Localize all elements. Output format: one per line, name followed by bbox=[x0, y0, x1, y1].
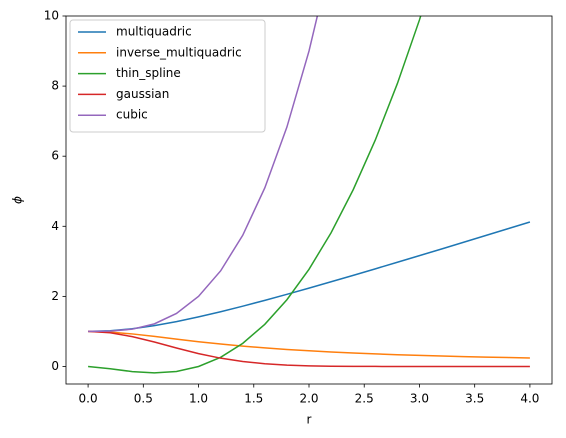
legend-label: inverse_multiquadric bbox=[116, 45, 242, 59]
line-series bbox=[88, 330, 530, 359]
legend-label: thin_spline bbox=[116, 66, 181, 80]
line-series bbox=[88, 16, 319, 333]
legend-label: gaussian bbox=[116, 87, 169, 101]
plot-area bbox=[88, 16, 531, 374]
y-tick-label: 6 bbox=[51, 149, 59, 163]
x-tick-label: 3.5 bbox=[465, 392, 484, 406]
x-tick-label: 0.0 bbox=[79, 392, 98, 406]
x-tick-label: 4.0 bbox=[520, 392, 539, 406]
x-tick-label: 3.0 bbox=[410, 392, 429, 406]
x-tick-label: 2.5 bbox=[355, 392, 374, 406]
x-axis-label: r bbox=[307, 413, 312, 427]
y-axis-label: ϕ bbox=[11, 196, 25, 204]
line-series bbox=[88, 16, 422, 374]
legend-box bbox=[69, 19, 266, 133]
y-tick-label: 4 bbox=[51, 219, 59, 233]
legend-label: multiquadric bbox=[116, 25, 192, 39]
legend-label: cubic bbox=[116, 108, 148, 122]
line-series bbox=[88, 221, 531, 333]
y-tick-label: 8 bbox=[51, 79, 59, 93]
x-tick-label: 1.0 bbox=[189, 392, 208, 406]
x-tick-label: 1.5 bbox=[244, 392, 263, 406]
x-tick-label: 0.5 bbox=[134, 392, 153, 406]
x-tick-label: 2.0 bbox=[299, 392, 318, 406]
y-tick-label: 10 bbox=[44, 9, 59, 23]
line-series bbox=[88, 330, 530, 368]
y-tick-label: 0 bbox=[51, 359, 59, 373]
y-tick-label: 2 bbox=[51, 289, 59, 303]
